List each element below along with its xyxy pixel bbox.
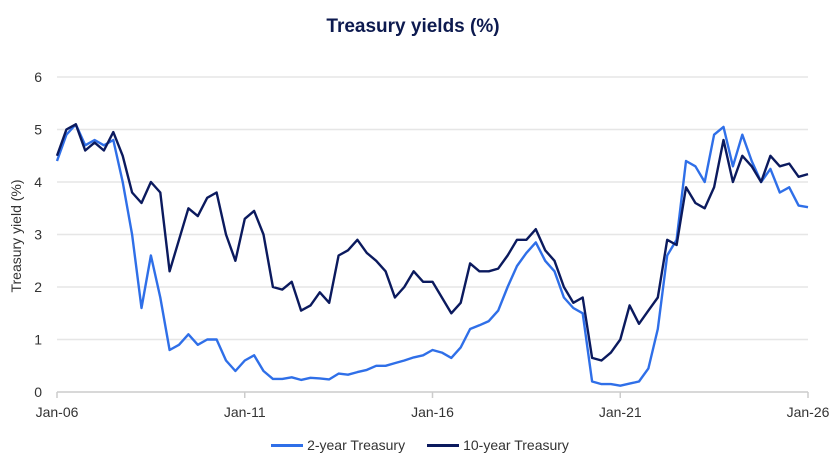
x-tick-label: Jan-06 xyxy=(36,404,79,420)
x-tick-label: Jan-11 xyxy=(224,404,266,420)
legend-swatch xyxy=(271,443,304,447)
x-tick-label: Jan-21 xyxy=(599,404,642,420)
y-tick-label: 1 xyxy=(34,332,42,348)
legend-item-2-year: 2-year Treasury xyxy=(271,437,405,453)
y-tick-label: 2 xyxy=(34,279,42,295)
series-line-2-year xyxy=(55,123,809,387)
chart-title: Treasury yields (%) xyxy=(326,16,500,37)
y-tick-label: 6 xyxy=(34,69,42,85)
legend-label: 2-year Treasury xyxy=(307,437,406,453)
legend-swatch xyxy=(427,443,460,447)
x-tick-label: Jan-26 xyxy=(787,404,830,420)
y-tick-label: 3 xyxy=(34,227,42,243)
y-tick-label: 5 xyxy=(34,122,42,138)
legend-label: 10-year Treasury xyxy=(463,437,569,453)
y-tick-label: 4 xyxy=(34,174,42,190)
y-tick-label: 0 xyxy=(34,384,42,400)
y-axis-label: Treasury yield (%) xyxy=(8,179,24,292)
legend-item-10-year: 10-year Treasury xyxy=(427,437,569,453)
legend: 2-year Treasury 10-year Treasury xyxy=(0,437,840,453)
series-line-10-year xyxy=(55,123,809,362)
x-tick-label: Jan-16 xyxy=(411,404,454,420)
